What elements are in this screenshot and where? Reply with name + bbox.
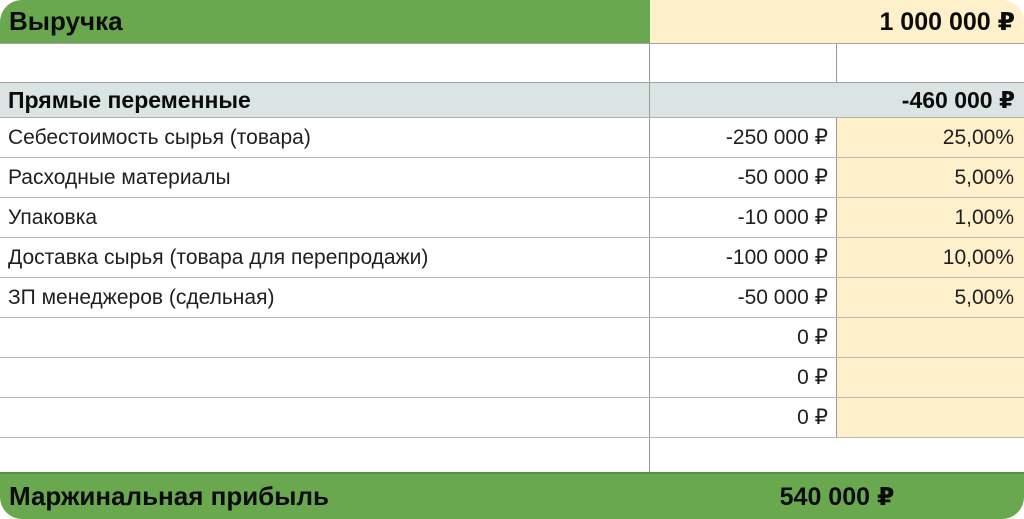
row-value: -50 000 ₽	[650, 278, 837, 317]
row-value: -250 000 ₽	[650, 118, 837, 157]
row-label: Себестоимость сырья (товара)	[0, 118, 650, 157]
empty-cell	[0, 44, 650, 82]
direct-variables-row: Прямые переменные -460 000 ₽	[0, 83, 1024, 118]
margin-profit-row: Маржинальная прибыль 540 000 ₽	[0, 472, 1024, 519]
row-label: ЗП менеджеров (сдельная)	[0, 278, 650, 317]
table-row: Расходные материалы -50 000 ₽ 5,00%	[0, 158, 1024, 198]
table-row: 0 ₽	[0, 318, 1024, 358]
row-label: Доставка сырья (товара для перепродажи)	[0, 238, 650, 277]
revenue-value: 1 000 000 ₽	[650, 0, 1024, 43]
table-row: Упаковка -10 000 ₽ 1,00%	[0, 198, 1024, 238]
table-row: Себестоимость сырья (товара) -250 000 ₽ …	[0, 118, 1024, 158]
row-value: 0 ₽	[650, 358, 837, 397]
empty-cell	[0, 438, 650, 472]
row-percent	[837, 358, 1024, 397]
row-label	[0, 398, 650, 437]
empty-cell	[650, 44, 837, 82]
row-label	[0, 358, 650, 397]
table-row: ЗП менеджеров (сдельная) -50 000 ₽ 5,00%	[0, 278, 1024, 318]
empty-row	[0, 43, 1024, 83]
row-value: 0 ₽	[650, 318, 837, 357]
empty-cell	[650, 438, 1024, 472]
revenue-row: Выручка 1 000 000 ₽	[0, 0, 1024, 43]
row-percent	[837, 398, 1024, 437]
row-value: 0 ₽	[650, 398, 837, 437]
revenue-label: Выручка	[0, 0, 650, 43]
row-value: -10 000 ₽	[650, 198, 837, 237]
row-percent: 5,00%	[837, 278, 1024, 317]
empty-cell	[837, 44, 1024, 82]
direct-variables-value: -460 000 ₽	[901, 86, 1015, 113]
row-percent: 10,00%	[837, 238, 1024, 277]
direct-variables-label: Прямые переменные	[0, 83, 650, 117]
table-row: Доставка сырья (товара для перепродажи) …	[0, 238, 1024, 278]
table-row: 0 ₽	[0, 358, 1024, 398]
row-label: Упаковка	[0, 198, 650, 237]
row-percent: 5,00%	[837, 158, 1024, 197]
row-label: Расходные материалы	[0, 158, 650, 197]
table-row: 0 ₽	[0, 398, 1024, 438]
empty-row	[0, 438, 1024, 472]
row-percent	[837, 318, 1024, 357]
row-value: -50 000 ₽	[650, 158, 837, 197]
margin-profit-value: 540 000 ₽	[779, 482, 895, 511]
row-percent: 1,00%	[837, 198, 1024, 237]
margin-profit-label: Маржинальная прибыль	[9, 481, 329, 511]
row-label	[0, 318, 650, 357]
row-percent: 25,00%	[837, 118, 1024, 157]
row-value: -100 000 ₽	[650, 238, 837, 277]
